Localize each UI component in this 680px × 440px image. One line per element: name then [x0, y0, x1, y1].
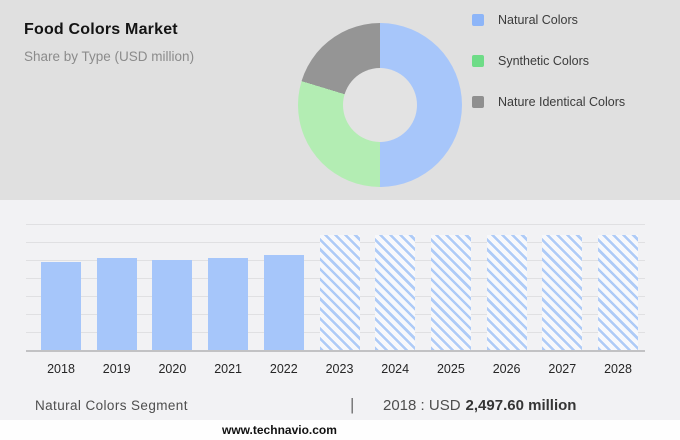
x-axis-label-2018: 2018	[47, 362, 75, 376]
bar-2022	[263, 255, 304, 350]
x-axis-label-2019: 2019	[102, 362, 131, 376]
x-axis-label-2025: 2025	[436, 362, 465, 376]
bar-chart-plot: 2018 2019 2020 2021 2022 2023 2024 2025 2026 2027…	[26, 224, 645, 376]
x-axis-label-2027: 2027	[548, 362, 577, 376]
x-axis-line	[26, 350, 645, 352]
bar-2018	[41, 262, 81, 350]
legend-item-synthetic-colors: Synthetic Colors	[472, 54, 625, 68]
segment-label: Natural Colors Segment	[35, 398, 188, 413]
legend-label: Natural Colors	[498, 13, 578, 27]
legend-label: Synthetic Colors	[498, 54, 590, 68]
bar-2027	[542, 235, 583, 350]
x-axis-label-2021: 2021	[214, 362, 242, 376]
stat-value: 2,497.60 million	[465, 397, 577, 414]
legend-label: Nature Identical Colors	[498, 95, 626, 109]
legend: Natural Colors Synthetic Colors Nature I…	[472, 13, 626, 137]
footer-url: www.technavio.com	[222, 423, 337, 437]
bar-2021	[208, 257, 249, 350]
x-axis-label-2023: 2023	[325, 362, 354, 376]
caption-separator: |	[350, 395, 355, 414]
x-axis-label-2024: 2024	[381, 362, 410, 376]
page-title: Food Colors Market	[24, 21, 178, 38]
bar-chart-section: 2018 2019 2020 2021 2022 2023 2024 2025 2026 2027…	[0, 200, 680, 420]
x-axis-label-2028: 2028	[604, 362, 632, 376]
bar-2026	[486, 235, 527, 350]
bar-2023	[319, 235, 360, 350]
legend-item-natural-colors: Natural Colors	[472, 13, 625, 27]
bar-2028	[598, 235, 638, 350]
x-axis-label-2022: 2022	[269, 362, 298, 376]
stat-text: 2018 : USD 2,497.60 million	[383, 397, 576, 414]
bar-2025	[430, 235, 471, 350]
legend-swatch-nature-identical-colors	[472, 96, 484, 108]
bar-2024	[375, 235, 416, 350]
gridline	[26, 224, 645, 225]
bar-2020	[152, 260, 193, 350]
footer: www.technavio.com	[0, 420, 680, 440]
donut-chart	[298, 23, 462, 187]
title-block: Food Colors Market Share by Type (USD mi…	[24, 20, 194, 65]
bar-2019	[96, 258, 137, 350]
x-axis-label-2020: 2020	[158, 362, 187, 376]
page-subtitle: Share by Type (USD million)	[24, 49, 195, 64]
legend-item-nature-identical-colors: Nature Identical Colors	[472, 95, 626, 109]
stat-prefix: 2018 : USD	[383, 397, 461, 414]
x-axis-label-2026: 2026	[492, 362, 521, 376]
legend-swatch-synthetic-colors	[472, 55, 484, 67]
donut-hole	[343, 68, 417, 142]
header-section: Food Colors Market Share by Type (USD mi…	[0, 0, 680, 200]
legend-swatch-natural-colors	[472, 14, 484, 26]
